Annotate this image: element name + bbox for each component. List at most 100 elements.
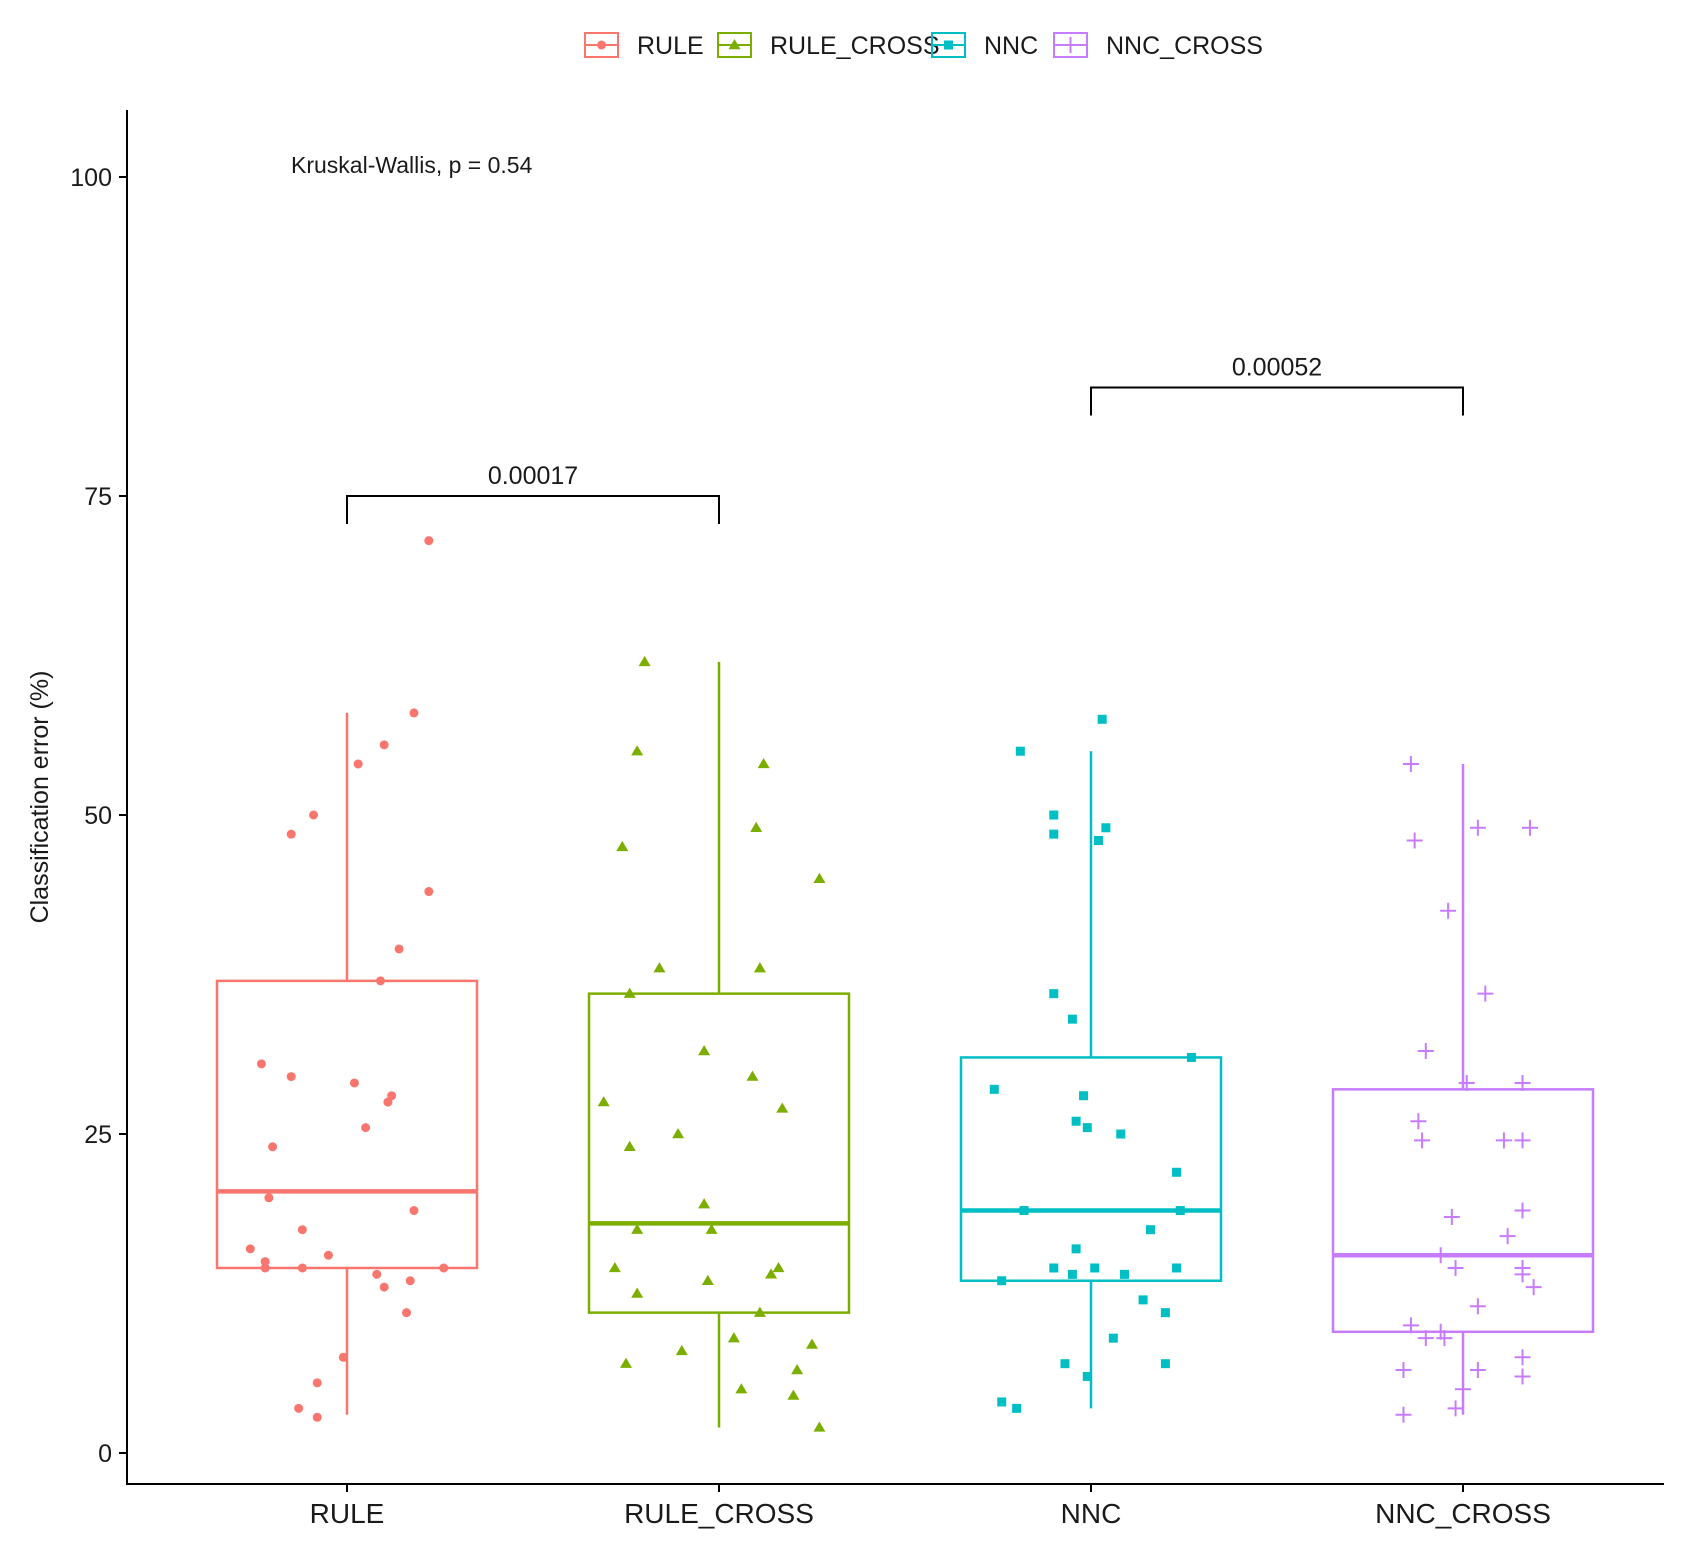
data-point bbox=[1093, 836, 1103, 846]
data-point bbox=[1469, 1298, 1486, 1315]
data-point bbox=[989, 1084, 999, 1094]
data-point bbox=[1402, 755, 1419, 772]
data-point bbox=[620, 1357, 632, 1368]
data-point bbox=[1071, 1116, 1081, 1126]
boxplot-rule_cross bbox=[587, 661, 851, 1428]
data-point bbox=[394, 944, 404, 954]
legend: RULE RULE_CROSS NNC NNC_CROSS bbox=[584, 32, 1263, 60]
data-point bbox=[1417, 1043, 1434, 1060]
data-point bbox=[1455, 1381, 1471, 1398]
legend-key-marker bbox=[597, 40, 606, 50]
data-point-stroke bbox=[1447, 1259, 1464, 1276]
data-point bbox=[1514, 1368, 1531, 1385]
data-point bbox=[409, 1206, 419, 1216]
data-point bbox=[698, 1198, 711, 1209]
data-point bbox=[1458, 1074, 1475, 1091]
data-point bbox=[1116, 1129, 1126, 1139]
y-axis-title: Classification error (%) bbox=[26, 671, 54, 924]
data-point bbox=[1514, 1132, 1531, 1149]
data-point bbox=[312, 1378, 322, 1388]
data-point-stroke bbox=[1417, 1330, 1434, 1347]
legend-key-marker bbox=[1062, 37, 1079, 53]
data-point bbox=[1172, 1167, 1182, 1177]
data-point bbox=[297, 1263, 307, 1273]
data-point bbox=[1402, 1317, 1419, 1334]
x-tick-label: NNC_CROSS bbox=[1375, 1498, 1551, 1529]
data-point bbox=[372, 1269, 382, 1279]
legend-label: RULE_CROSS bbox=[770, 32, 940, 60]
data-point bbox=[1495, 1132, 1512, 1149]
data-point bbox=[1499, 1228, 1516, 1245]
box-iqr bbox=[215, 979, 479, 1270]
data-point bbox=[1090, 1263, 1100, 1273]
data-point bbox=[1447, 1259, 1464, 1276]
data-point bbox=[623, 1140, 636, 1151]
data-point-stroke bbox=[1417, 1043, 1434, 1060]
data-point bbox=[727, 1332, 740, 1343]
data-point bbox=[323, 1250, 333, 1260]
comparison-p-value: 0.00052 bbox=[1232, 354, 1322, 382]
data-point bbox=[245, 1244, 255, 1254]
data-point-stroke bbox=[1514, 1368, 1531, 1385]
y-tick-label: 0 bbox=[98, 1440, 112, 1468]
data-point bbox=[1012, 1403, 1022, 1413]
data-point-stroke bbox=[1436, 1330, 1453, 1347]
data-point-stroke bbox=[1395, 1406, 1412, 1423]
data-point-stroke bbox=[1406, 832, 1423, 849]
y-tick-label: 25 bbox=[84, 1121, 112, 1149]
data-point-stroke bbox=[1514, 1349, 1531, 1366]
data-point bbox=[675, 1344, 688, 1356]
legend-label: RULE bbox=[637, 32, 704, 60]
boxplot-nnc_cross bbox=[1331, 763, 1595, 1415]
legend-item-rule: RULE bbox=[584, 32, 704, 60]
data-point-stroke bbox=[1440, 902, 1457, 919]
data-point bbox=[631, 745, 644, 756]
data-point bbox=[338, 1352, 348, 1362]
data-point bbox=[1443, 1208, 1460, 1225]
data-point-stroke bbox=[1447, 1400, 1464, 1417]
data-point bbox=[750, 821, 763, 832]
data-point-stroke bbox=[1469, 819, 1486, 836]
data-point-stroke bbox=[1410, 1113, 1427, 1130]
data-point bbox=[1049, 829, 1059, 839]
data-point bbox=[1395, 1406, 1412, 1423]
data-point bbox=[1067, 1014, 1077, 1024]
data-point bbox=[1082, 1371, 1092, 1381]
data-point bbox=[286, 829, 296, 839]
data-point-stroke bbox=[1477, 985, 1494, 1002]
data-point bbox=[1119, 1269, 1129, 1279]
legend-item-nnc_cross: NNC_CROSS bbox=[1053, 32, 1263, 60]
data-point bbox=[806, 1338, 818, 1349]
data-point-stroke bbox=[1432, 1323, 1449, 1340]
data-point bbox=[1186, 1052, 1196, 1062]
data-point bbox=[776, 1102, 789, 1113]
data-point bbox=[765, 1268, 778, 1279]
data-point bbox=[672, 1128, 685, 1139]
data-point-stroke bbox=[1495, 1132, 1512, 1149]
data-point-stroke bbox=[1469, 1298, 1486, 1315]
data-point bbox=[1469, 819, 1486, 836]
data-point-stroke bbox=[1458, 1074, 1475, 1091]
data-point bbox=[1410, 1113, 1427, 1130]
data-point bbox=[705, 1223, 718, 1234]
data-point bbox=[997, 1276, 1007, 1286]
data-point bbox=[424, 536, 434, 546]
data-point bbox=[1071, 1244, 1081, 1254]
data-point bbox=[1160, 1359, 1170, 1369]
data-point bbox=[309, 810, 319, 820]
data-point bbox=[813, 1421, 826, 1432]
data-point bbox=[1079, 1091, 1089, 1101]
data-point bbox=[1067, 1269, 1077, 1279]
data-point bbox=[286, 1072, 296, 1082]
data-point bbox=[353, 759, 363, 769]
legend-label: NNC_CROSS bbox=[1106, 32, 1263, 60]
legend-key-marker bbox=[944, 40, 953, 50]
data-point-stroke bbox=[1514, 1074, 1531, 1091]
data-point-stroke bbox=[1521, 819, 1538, 836]
data-point bbox=[1514, 1349, 1531, 1366]
data-point bbox=[424, 887, 434, 897]
data-point bbox=[746, 1070, 759, 1081]
data-point bbox=[1477, 985, 1494, 1002]
data-point bbox=[1414, 1132, 1431, 1149]
kruskal-wallis-annotation: Kruskal-Wallis, p = 0.54 bbox=[291, 152, 533, 178]
